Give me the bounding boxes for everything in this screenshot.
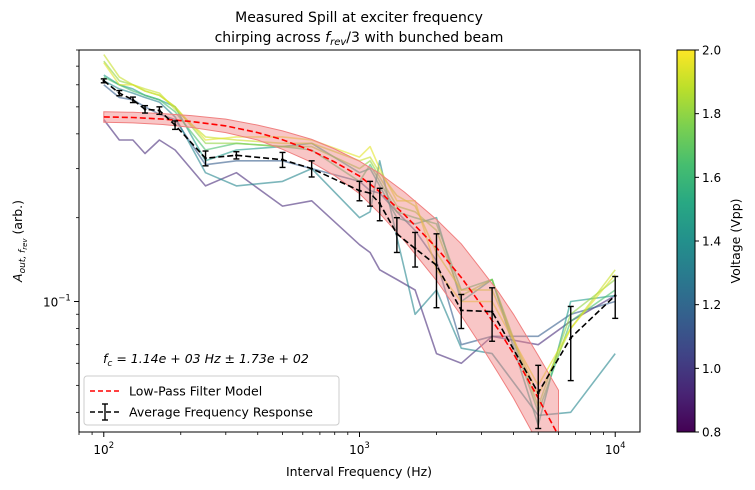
x-tick-label-0: 102 — [93, 441, 114, 457]
colorbar-label: Voltage (Vpp) — [728, 198, 743, 283]
colorbar-tick-label-6: 2.0 — [702, 44, 721, 58]
voltage-series-line-7 — [103, 62, 616, 387]
average-point-8 — [281, 158, 284, 161]
x-tick-label-2: 104 — [605, 441, 626, 457]
average-point-19 — [569, 336, 573, 340]
legend-box — [83, 375, 340, 426]
colorbar — [676, 49, 696, 433]
legend-model-label: Low-Pass Filter Model — [129, 384, 262, 399]
average-point-16 — [459, 308, 463, 312]
average-point-18 — [536, 391, 540, 395]
colorbar-tick-label-4: 1.6 — [702, 171, 721, 185]
voltage-series-line-0 — [103, 119, 616, 365]
plot-area — [79, 50, 640, 432]
chart-title-line-2: chirping across frev/3 with bunched beam — [215, 30, 504, 48]
average-point-4 — [158, 109, 161, 112]
legend: Low-Pass Filter Model Average Frequency … — [83, 375, 340, 426]
average-point-10 — [358, 189, 361, 192]
colorbar-tick-label-3: 1.4 — [702, 235, 721, 249]
colorbar-ticks-group: 0.8 1.0 1.2 1.4 1.6 1.8 2.0 — [695, 44, 721, 440]
average-point-12 — [378, 202, 382, 205]
y-axis-label: Aout, frev (arb.) — [10, 200, 29, 283]
average-point-0 — [102, 79, 106, 83]
colorbar-tick-label-5: 1.8 — [702, 107, 721, 121]
colorbar-tick-label-0: 0.8 — [702, 426, 721, 440]
x-tick-label-1: 103 — [349, 441, 370, 457]
average-point-14 — [413, 247, 417, 250]
cutoff-annotation: fc = 1.14e + 03 Hz ± 1.73e + 02 — [103, 351, 309, 369]
voltage-series-line-2 — [103, 80, 616, 417]
model-line-group — [103, 116, 558, 432]
average-point-20 — [613, 294, 617, 297]
average-point-6 — [204, 156, 207, 160]
average-point-15 — [435, 263, 438, 267]
average-point-11 — [368, 191, 372, 195]
model-uncertainty-band — [103, 111, 559, 432]
average-point-9 — [310, 167, 313, 170]
average-point-2 — [131, 98, 135, 102]
legend-average-label: Average Frequency Response — [129, 405, 313, 420]
average-point-7 — [235, 153, 238, 157]
model-line — [103, 116, 558, 432]
chart-title-line-1: Measured Spill at exciter frequency — [235, 10, 483, 26]
y-tick-label-0: 10−1 — [43, 294, 71, 310]
colorbar-tick-label-1: 1.0 — [702, 362, 721, 376]
colorbar-tick-label-2: 1.2 — [702, 298, 721, 312]
average-point-5 — [173, 123, 177, 127]
x-axis-label: Interval Frequency (Hz) — [286, 464, 432, 479]
average-point-13 — [395, 232, 399, 236]
average-point-3 — [143, 107, 147, 111]
average-point-1 — [118, 91, 121, 95]
average-response-group — [100, 78, 619, 430]
model-band-group — [103, 111, 559, 432]
average-point-17 — [490, 310, 494, 313]
